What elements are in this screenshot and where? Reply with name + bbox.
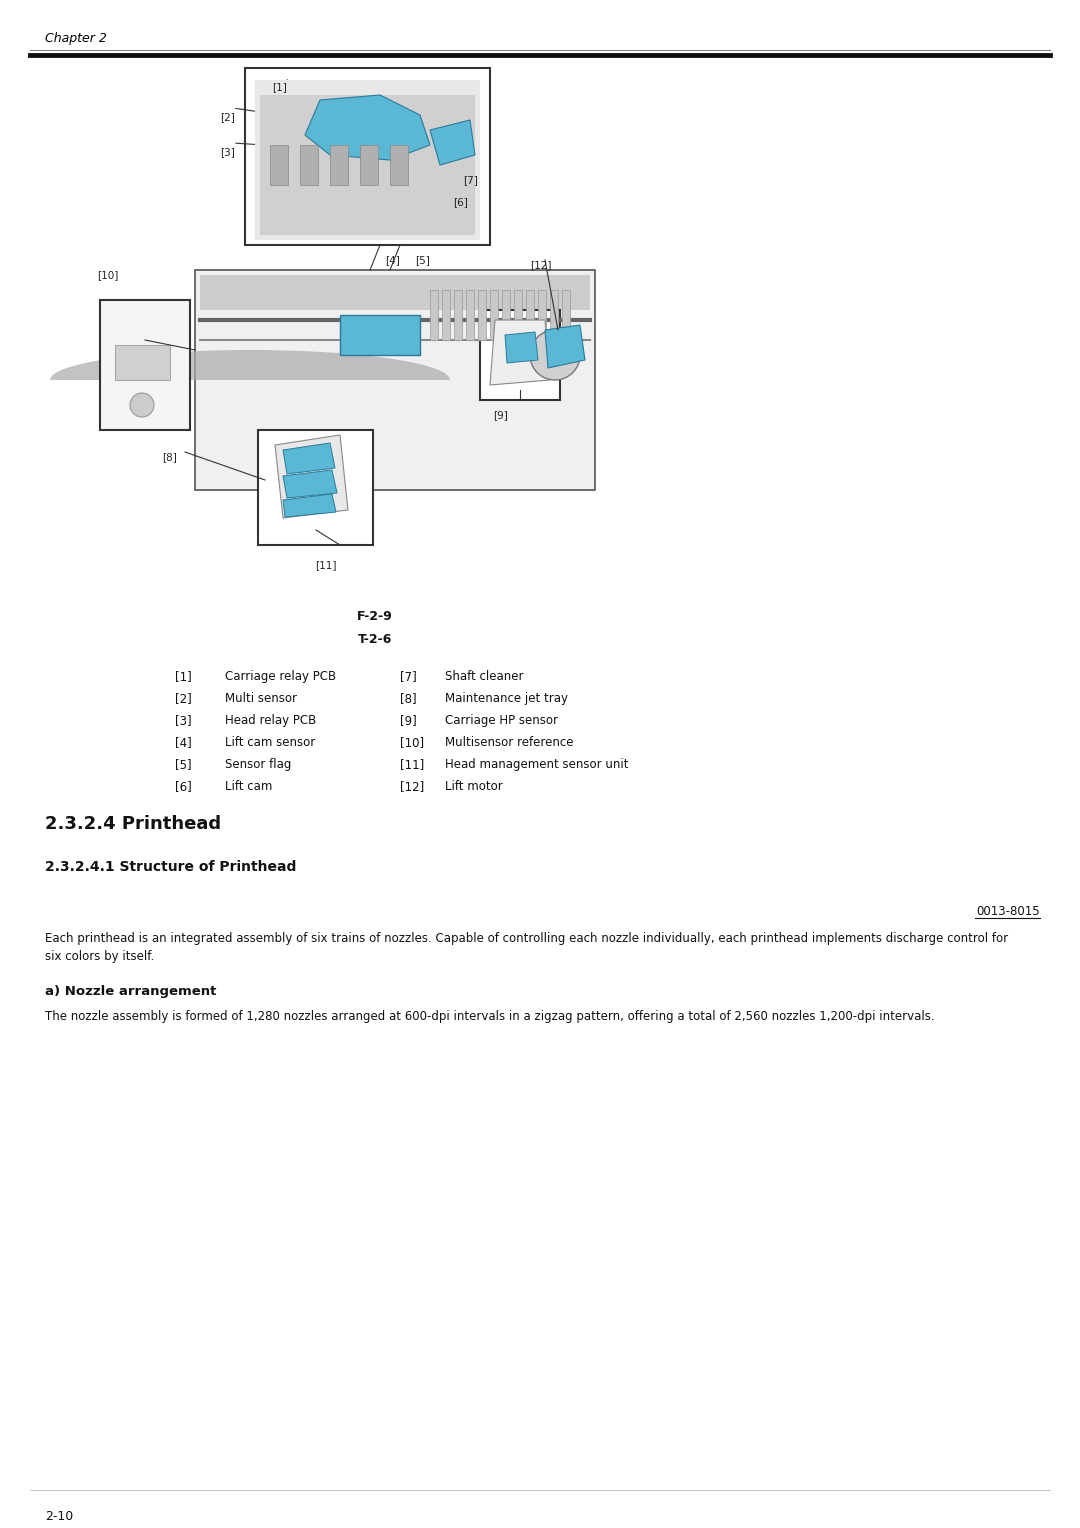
Text: six colors by itself.: six colors by itself.	[45, 950, 154, 963]
Polygon shape	[200, 275, 590, 310]
Text: [8]: [8]	[400, 692, 417, 704]
Text: [10]: [10]	[97, 270, 119, 280]
Polygon shape	[283, 494, 336, 516]
Text: Chapter 2: Chapter 2	[45, 32, 107, 44]
Text: Maintenance jet tray: Maintenance jet tray	[445, 692, 568, 704]
Text: Carriage relay PCB: Carriage relay PCB	[225, 669, 336, 683]
Text: [7]: [7]	[400, 669, 417, 683]
Text: Sensor flag: Sensor flag	[225, 758, 292, 772]
Text: Shaft cleaner: Shaft cleaner	[445, 669, 524, 683]
Text: [5]: [5]	[415, 255, 430, 264]
Bar	[260, 95, 475, 235]
Polygon shape	[490, 319, 550, 385]
Bar	[114, 345, 170, 380]
Text: [7]: [7]	[463, 176, 477, 185]
Text: [11]: [11]	[400, 758, 424, 772]
Polygon shape	[275, 435, 348, 518]
Text: Head relay PCB: Head relay PCB	[225, 714, 316, 727]
Text: Carriage HP sensor: Carriage HP sensor	[445, 714, 558, 727]
Text: [5]: [5]	[175, 758, 191, 772]
Text: [4]: [4]	[175, 736, 192, 749]
Text: [11]: [11]	[315, 559, 337, 570]
Polygon shape	[305, 95, 430, 160]
Bar	[258, 429, 373, 545]
Bar	[360, 145, 378, 185]
Text: Multisensor reference: Multisensor reference	[445, 736, 573, 749]
Bar	[100, 299, 190, 429]
Text: F-2-9: F-2-9	[357, 610, 393, 623]
Text: [4]: [4]	[384, 255, 400, 264]
Bar	[270, 145, 288, 185]
Polygon shape	[430, 121, 475, 165]
Bar	[454, 290, 462, 341]
Bar	[562, 290, 570, 341]
Text: [12]: [12]	[400, 779, 424, 793]
Text: Lift motor: Lift motor	[445, 779, 503, 793]
Text: [6]: [6]	[175, 779, 192, 793]
Bar	[502, 290, 510, 341]
Text: [3]: [3]	[175, 714, 191, 727]
Bar	[478, 290, 486, 341]
Polygon shape	[505, 332, 538, 364]
Bar	[390, 145, 408, 185]
Text: [10]: [10]	[400, 736, 424, 749]
Text: [8]: [8]	[162, 452, 177, 461]
Bar	[480, 310, 561, 400]
Bar	[538, 290, 546, 341]
Text: [9]: [9]	[492, 410, 508, 420]
Text: 2.3.2.4 Printhead: 2.3.2.4 Printhead	[45, 814, 221, 833]
Bar	[255, 79, 480, 240]
Text: Multi sensor: Multi sensor	[225, 692, 297, 704]
Text: [1]: [1]	[175, 669, 192, 683]
Bar	[300, 145, 318, 185]
Bar	[490, 290, 498, 341]
Text: 2-10: 2-10	[45, 1510, 73, 1523]
Circle shape	[530, 330, 580, 380]
Circle shape	[130, 393, 154, 417]
Text: Lift cam: Lift cam	[225, 779, 272, 793]
Text: [2]: [2]	[220, 112, 234, 122]
Polygon shape	[283, 443, 335, 474]
Text: [3]: [3]	[220, 147, 234, 157]
Bar	[465, 290, 474, 341]
Text: [12]: [12]	[530, 260, 552, 270]
Bar	[442, 290, 450, 341]
Text: T-2-6: T-2-6	[357, 633, 392, 646]
Polygon shape	[283, 471, 337, 498]
Text: [6]: [6]	[453, 197, 468, 206]
Bar	[430, 290, 438, 341]
Text: [2]: [2]	[175, 692, 192, 704]
Bar	[245, 69, 490, 244]
Bar	[514, 290, 522, 341]
Bar	[550, 290, 558, 341]
Text: The nozzle assembly is formed of 1,280 nozzles arranged at 600-dpi intervals in : The nozzle assembly is formed of 1,280 n…	[45, 1010, 934, 1024]
Text: [9]: [9]	[400, 714, 417, 727]
Text: Lift cam sensor: Lift cam sensor	[225, 736, 315, 749]
Polygon shape	[545, 325, 585, 368]
Bar	[526, 290, 534, 341]
Polygon shape	[195, 270, 595, 490]
Text: a) Nozzle arrangement: a) Nozzle arrangement	[45, 986, 216, 998]
Polygon shape	[340, 315, 420, 354]
Text: Each printhead is an integrated assembly of six trains of nozzles. Capable of co: Each printhead is an integrated assembly…	[45, 932, 1008, 944]
Text: 2.3.2.4.1 Structure of Printhead: 2.3.2.4.1 Structure of Printhead	[45, 860, 296, 874]
Text: 0013-8015: 0013-8015	[976, 905, 1040, 918]
Bar	[330, 145, 348, 185]
Text: Head management sensor unit: Head management sensor unit	[445, 758, 629, 772]
Text: [1]: [1]	[272, 83, 287, 92]
